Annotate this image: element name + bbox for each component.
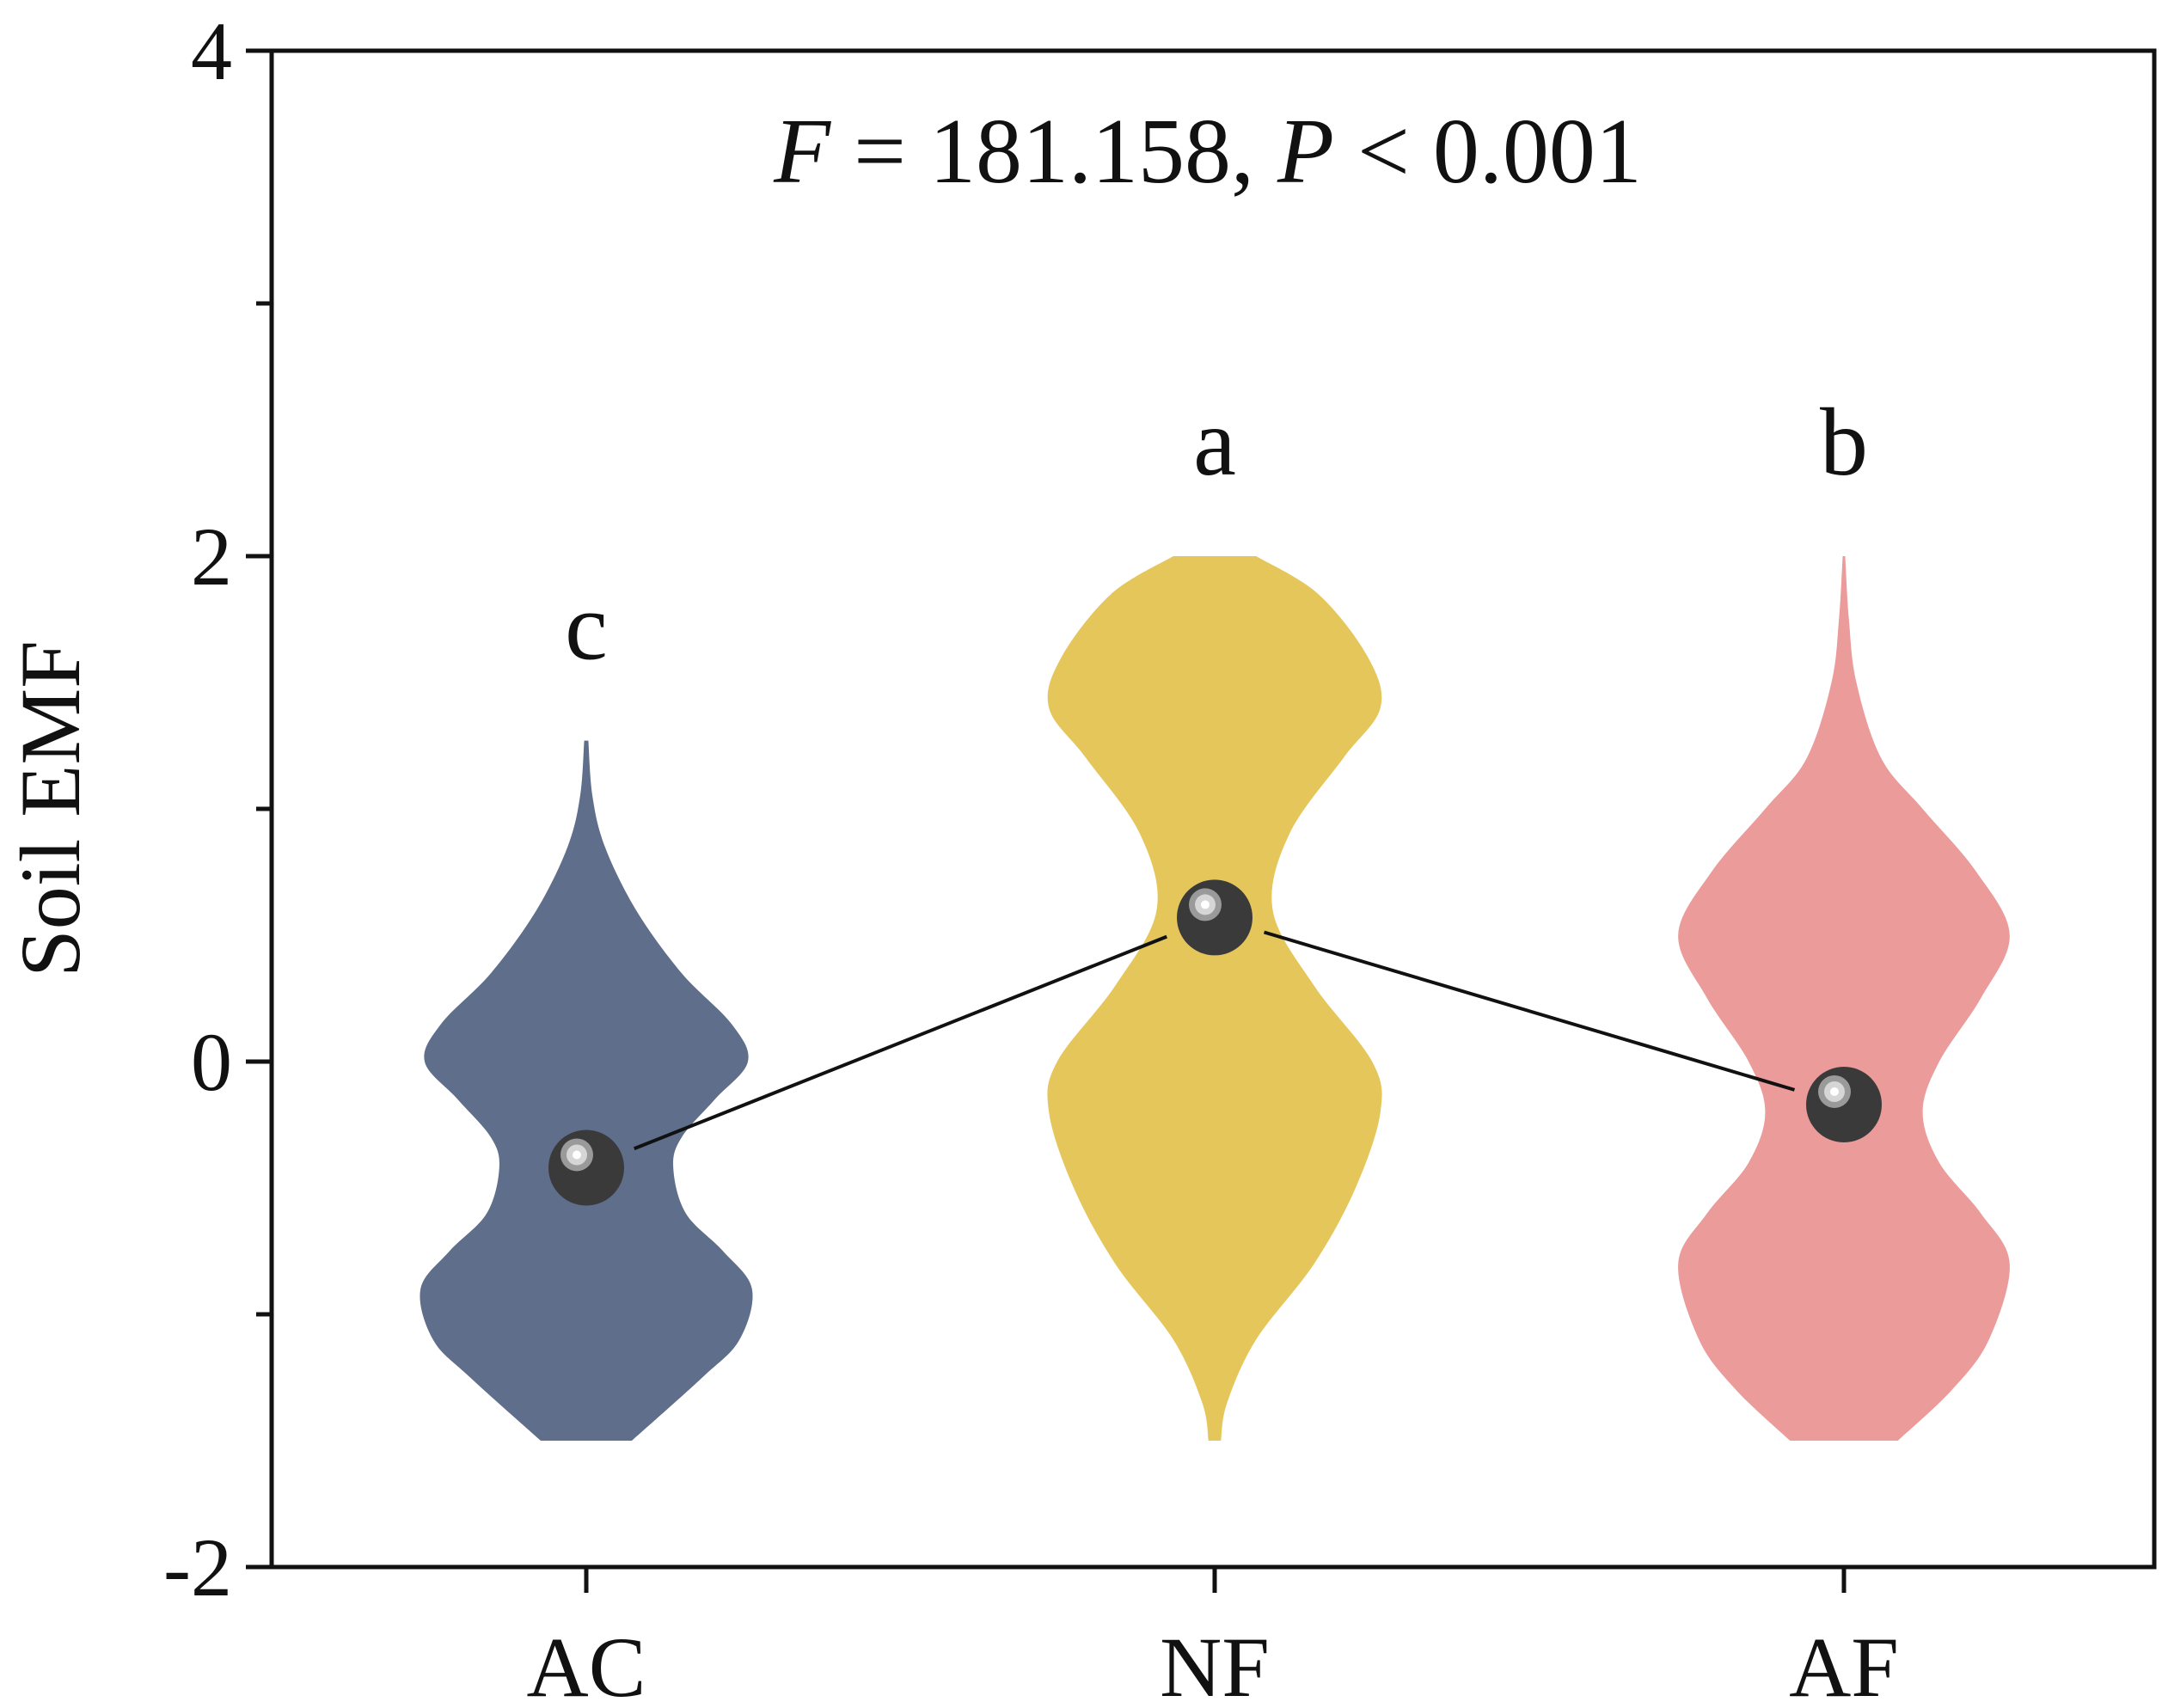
y-tick-label: 4 [191, 5, 232, 97]
p-value: < 0.001 [1334, 101, 1642, 203]
mean-point-nf [1177, 879, 1252, 956]
mean-points-layer [548, 879, 1882, 1206]
mean-point-ac [548, 1129, 624, 1206]
mean-connector-2 [1263, 930, 1796, 1092]
x-tick-label-af: AF [1789, 1619, 1899, 1708]
significance-letters-layer: c a b [565, 389, 1868, 681]
significance-letter-ac: c [565, 574, 608, 681]
significance-letter-af: b [1820, 389, 1868, 496]
mean-connector-1 [634, 934, 1167, 1151]
y-tick-label: 2 [191, 511, 232, 603]
violins-layer [420, 556, 2010, 1441]
significance-letter-nf: a [1193, 389, 1236, 496]
mean-point-af [1806, 1066, 1882, 1142]
mean-marker-glint [573, 1150, 581, 1160]
y-axis-label: Soil EMF [3, 640, 98, 977]
f-value: = 181.158, [830, 101, 1277, 203]
mean-marker-glint [1830, 1087, 1839, 1096]
x-tick-label-ac: AC [527, 1619, 646, 1708]
p-symbol: P [1277, 101, 1334, 203]
y-tick-label: 0 [191, 1016, 232, 1108]
violin-nf [1047, 556, 1382, 1441]
mean-marker-glint [1201, 900, 1210, 909]
f-symbol: F [773, 101, 831, 203]
mean-connector-layer [634, 930, 1796, 1151]
violin-af [1678, 556, 2010, 1441]
statistics-annotation: F = 181.158, P < 0.001 [773, 101, 1642, 203]
y-tick-label: -2 [163, 1521, 232, 1613]
violin-ac [420, 740, 753, 1441]
x-tick-label-nf: NF [1160, 1619, 1270, 1708]
x-axis: AC NF AF [527, 1567, 1899, 1708]
y-axis: -2 0 2 4 [163, 5, 272, 1613]
